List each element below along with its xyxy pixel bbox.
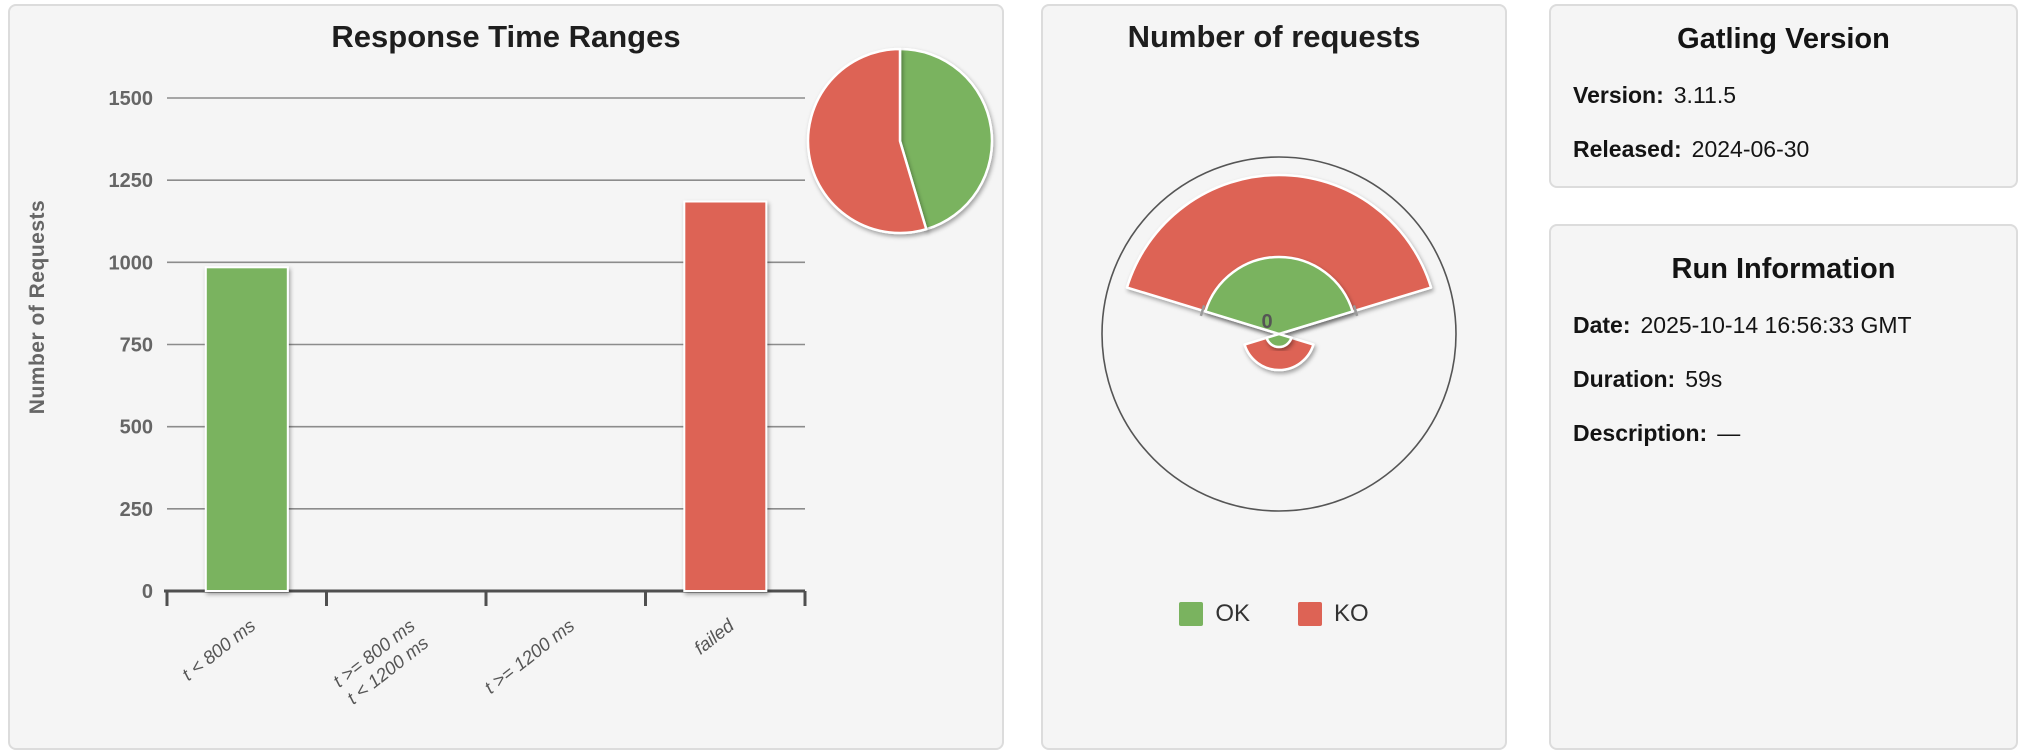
ok-swatch-icon xyxy=(1179,602,1204,626)
number-of-requests-gauge: 0 xyxy=(1101,156,1457,512)
gatling-version-panel: Gatling Version Version: 3.11.5 Released:… xyxy=(1549,4,2018,188)
chart-legend: OK KO xyxy=(1043,598,1505,630)
response-time-ranges-chart: 0 250 500 750 1000 1250 1500 Number of Request… xyxy=(26,47,994,708)
bar-chart-x-labels: t < 800 ms t >= 800 mst < 1200 ms t >= 120… xyxy=(178,614,738,708)
duration-row: Duration: 59s xyxy=(1551,364,2016,394)
description-value: — xyxy=(1717,420,1741,446)
x-category-label: t >= 1200 ms xyxy=(480,615,578,698)
x-category-label: failed xyxy=(690,614,738,658)
legend-label-ok: OK xyxy=(1215,600,1250,627)
version-label: Version: xyxy=(1573,82,1664,108)
gauge-angle-tick xyxy=(1352,305,1359,317)
bar-chart-bars xyxy=(204,200,768,592)
response-time-ranges-panel: Response Time Ranges 0 250 500 750 1000 1250 1… xyxy=(8,4,1004,750)
gauge-angle-tick xyxy=(1199,305,1206,317)
description-label: Description: xyxy=(1573,420,1708,446)
bar-3[interactable] xyxy=(683,200,768,592)
bar-0[interactable] xyxy=(204,266,289,592)
number-of-requests-title: Number of requests xyxy=(1127,19,1421,54)
date-row: Date: 2025-10-14 16:56:33 GMT xyxy=(1551,310,2016,340)
released-row: Released: 2024-06-30 xyxy=(1551,134,2016,164)
x-category-label: t >= 800 mst < 1200 ms xyxy=(329,615,432,709)
released-label: Released: xyxy=(1573,136,1682,162)
gauge-ok-bottom[interactable] xyxy=(1265,332,1293,349)
bar-chart-gridlines: 0 250 500 750 1000 1250 1500 xyxy=(109,88,805,603)
date-label: Date: xyxy=(1573,312,1631,338)
y-tick-label: 1250 xyxy=(109,170,154,192)
version-row: Version: 3.11.5 xyxy=(1551,80,2016,110)
pie-slice-ko[interactable] xyxy=(806,47,928,235)
x-category-label: t < 800 ms xyxy=(178,615,259,685)
version-value: 3.11.5 xyxy=(1673,82,1737,108)
gauge-outer-circle xyxy=(1101,156,1457,512)
duration-value: 59s xyxy=(1685,366,1723,392)
y-tick-label: 500 xyxy=(120,417,153,439)
released-value: 2024-06-30 xyxy=(1691,136,1810,162)
y-tick-label: 1000 xyxy=(109,252,154,274)
ko-swatch-icon xyxy=(1298,602,1322,626)
y-tick-label: 750 xyxy=(120,335,153,357)
run-information-title: Run Information xyxy=(1671,253,1896,285)
bar-chart-axes xyxy=(164,589,807,606)
gauge-zero-label: 0 xyxy=(1261,311,1272,333)
gauge-sectors xyxy=(1125,173,1433,372)
duration-label: Duration: xyxy=(1573,366,1676,392)
run-information-panel: Run Information Date: 2025-10-14 16:56:33… xyxy=(1549,224,2018,750)
gauge-ko-top[interactable] xyxy=(1125,173,1433,336)
gauge-ko-bottom[interactable] xyxy=(1243,332,1315,372)
legend-item-ok[interactable]: OK xyxy=(1179,600,1250,628)
date-value: 2025-10-14 16:56:33 GMT xyxy=(1640,312,1912,338)
y-tick-label: 0 xyxy=(142,581,153,603)
pie-slice-ok[interactable] xyxy=(898,47,994,231)
y-axis-title: Number of Requests xyxy=(26,200,49,414)
legend-item-ko[interactable]: KO xyxy=(1298,600,1369,628)
gauge-axis-ticks xyxy=(1199,305,1359,317)
response-time-ranges-title: Response Time Ranges xyxy=(331,19,681,54)
legend-label-ko: KO xyxy=(1334,600,1369,627)
y-tick-label: 250 xyxy=(120,499,153,521)
gauge-ok-top[interactable] xyxy=(1204,255,1354,336)
description-row: Description: — xyxy=(1551,418,2016,448)
number-of-requests-panel: Number of requests 0 OK KO xyxy=(1041,4,1507,750)
ok-ko-pie-chart xyxy=(806,47,994,235)
y-tick-label: 1500 xyxy=(109,88,154,110)
gatling-version-title: Gatling Version xyxy=(1677,23,1890,55)
